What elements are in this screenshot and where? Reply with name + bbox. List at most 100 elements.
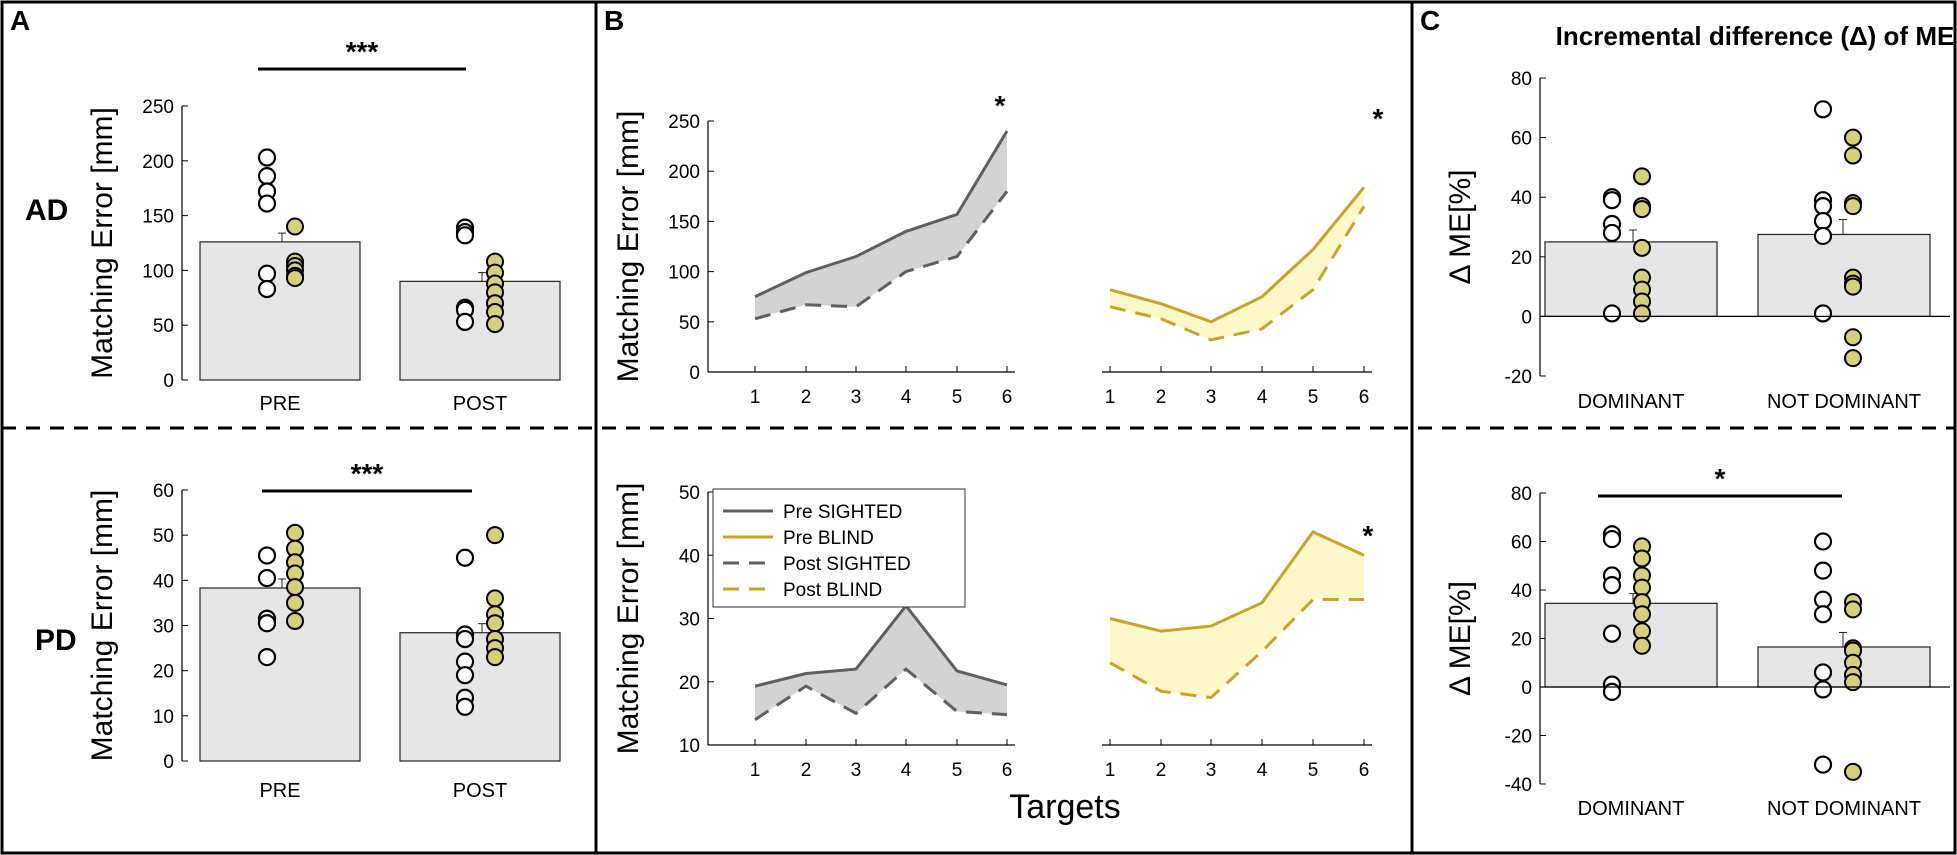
data-point-sighted — [1813, 680, 1833, 699]
x-tick-label: NOT DOMINANT — [1767, 798, 1921, 820]
y-tick-label: 0 — [163, 752, 174, 773]
x-tick-label: 1 — [1105, 387, 1116, 408]
data-point-blind — [1633, 304, 1651, 323]
chart-a-ad: Matching Error [mm] 0 50 100 150 200 250 PRE POS… — [86, 36, 561, 415]
data-point-blind — [286, 217, 304, 236]
y-tick-label: 40 — [1511, 581, 1532, 602]
data-point-sighted — [1602, 682, 1622, 701]
data-point-sighted — [1813, 755, 1833, 774]
data-point-sighted — [1813, 100, 1833, 119]
x-tick-label: 3 — [851, 387, 862, 408]
y-tick-label: 0 — [1521, 307, 1532, 328]
y-tick-label: 60 — [1511, 129, 1532, 150]
y-tick-label: 20 — [1511, 248, 1532, 269]
data-point-blind — [486, 648, 504, 667]
x-tick-label: 1 — [750, 387, 761, 408]
y-tick-label: 150 — [668, 212, 700, 233]
significance-star: * — [995, 90, 1006, 121]
y-tick-label: 10 — [153, 707, 174, 728]
data-point-sighted — [1602, 223, 1622, 243]
y-tick-label: 150 — [142, 207, 174, 228]
y-tick-label: 250 — [142, 97, 174, 118]
x-tick-label: NOT DOMINANT — [1767, 391, 1921, 413]
data-point-sighted — [1602, 576, 1622, 595]
chart-c-pd: Δ ME[%] -40 -20 0 20 40 60 80 DOMINANT NOT DOMINA… — [1444, 463, 1950, 820]
data-point-blind — [286, 593, 304, 612]
y-tick-label: 20 — [679, 673, 700, 694]
data-point-sighted — [257, 264, 277, 283]
x-tick-label: 4 — [1257, 760, 1268, 781]
data-point-sighted — [257, 194, 277, 213]
line-pre-sighted — [754, 603, 1008, 688]
data-point-blind — [286, 611, 304, 630]
x-tick-label: 5 — [1308, 760, 1319, 781]
y-tick-label: 250 — [668, 112, 700, 133]
significance-stars: *** — [346, 36, 379, 67]
line-post-blind — [1109, 205, 1366, 342]
y-tick-label: -40 — [1505, 775, 1532, 796]
data-point-blind — [486, 315, 504, 334]
legend-box — [712, 488, 966, 608]
data-point-blind — [1633, 200, 1651, 219]
x-tick-label: 2 — [1156, 760, 1167, 781]
y-tick-label: 80 — [1511, 69, 1532, 90]
data-point-blind — [1844, 349, 1862, 368]
line-post-blind — [1109, 598, 1364, 700]
y-tick-label: 100 — [668, 263, 700, 284]
data-point-sighted — [257, 546, 277, 565]
data-point-sighted — [1813, 663, 1833, 682]
data-point-sighted — [455, 548, 475, 567]
data-point-blind — [1633, 605, 1651, 624]
data-point-sighted — [455, 697, 475, 716]
line-pre-blind — [1109, 186, 1366, 324]
data-point-sighted — [257, 568, 277, 588]
x-tick-label: 5 — [952, 387, 963, 408]
y-axis-label: Matching Error [mm] — [612, 483, 645, 755]
data-point-blind — [486, 614, 504, 633]
y-tick-label: 40 — [679, 546, 700, 567]
y-tick-label: 40 — [153, 571, 174, 592]
significance-star: * — [1363, 520, 1374, 551]
x-tick-label: 2 — [801, 760, 812, 781]
x-tick-label: DOMINANT — [1578, 391, 1685, 413]
data-point-sighted — [455, 312, 475, 332]
legend-label: Pre SIGHTED — [783, 502, 902, 523]
data-point-sighted — [455, 226, 475, 245]
chart-a-pd: Matching Error [mm] 0 10 20 30 40 50 60 PRE POST *… — [86, 458, 561, 802]
y-tick-label: 50 — [153, 526, 174, 547]
bar-not-dominant — [1757, 646, 1931, 688]
y-tick-label: 20 — [153, 662, 174, 683]
y-tick-label: 60 — [153, 481, 174, 502]
y-axis-label: Δ ME[%] — [1444, 169, 1477, 284]
bar-dominant — [1544, 241, 1718, 317]
y-tick-label: 30 — [153, 617, 174, 638]
data-point-sighted — [1602, 191, 1622, 210]
data-point-sighted — [455, 629, 475, 649]
data-point-blind — [1844, 328, 1862, 347]
data-point-blind — [1844, 197, 1862, 216]
data-point-blind — [286, 578, 304, 597]
data-point-blind — [1633, 167, 1651, 186]
bar-dominant — [1544, 602, 1718, 688]
y-axis-label: Matching Error [mm] — [612, 111, 645, 383]
y-tick-label: 60 — [1511, 533, 1532, 554]
y-tick-label: 50 — [679, 313, 700, 334]
x-tick-label: 3 — [1206, 387, 1217, 408]
y-tick-label: 0 — [163, 371, 174, 392]
data-point-sighted — [1813, 532, 1833, 551]
x-tick-label: PRE — [259, 393, 300, 415]
data-point-sighted — [1813, 211, 1833, 231]
y-tick-label: 50 — [153, 316, 174, 337]
y-axis-label: Δ ME[%] — [1444, 581, 1477, 696]
significance-stars: * — [1715, 463, 1726, 494]
x-tick-label: 5 — [952, 760, 963, 781]
row-label-pd: PD — [35, 624, 77, 657]
data-point-sighted — [1602, 624, 1622, 643]
significance-stars: *** — [351, 458, 384, 489]
data-point-blind — [286, 523, 304, 542]
x-tick-label: 6 — [1002, 387, 1013, 408]
bar-pre — [199, 587, 361, 762]
y-tick-label: 200 — [668, 162, 700, 183]
data-point-sighted — [1813, 197, 1833, 216]
bar-pre — [199, 241, 361, 381]
